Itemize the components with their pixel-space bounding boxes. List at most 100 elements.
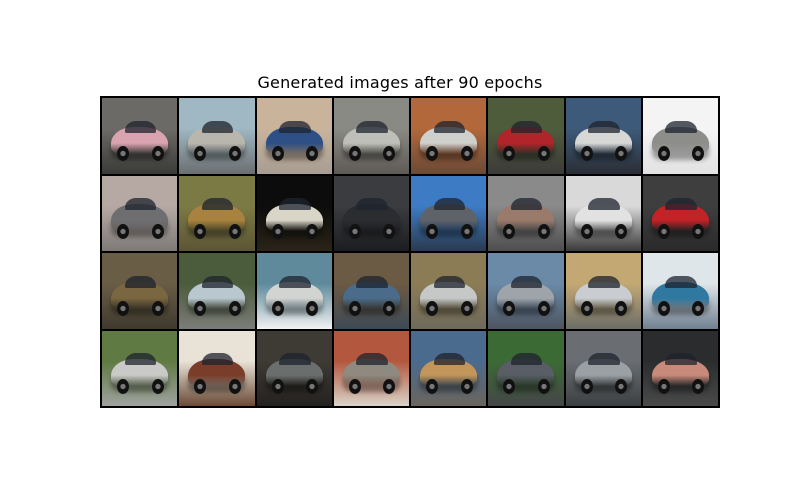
car-window	[356, 275, 388, 288]
car-wheel	[503, 223, 516, 239]
car-wheel	[271, 301, 284, 317]
car-wheel	[306, 301, 319, 317]
car-window	[279, 275, 311, 288]
generated-image-tile	[333, 98, 409, 174]
car-window	[124, 275, 157, 288]
car-window	[279, 198, 311, 211]
car-window	[356, 120, 388, 133]
generated-image-tile	[642, 253, 718, 329]
generated-image-tile	[488, 98, 564, 174]
generated-image-tile	[102, 253, 178, 329]
car-wheel	[537, 146, 550, 162]
generated-image-tile	[488, 330, 564, 406]
car-wheel	[306, 146, 319, 162]
generated-image-tile	[411, 98, 487, 174]
car-wheel	[692, 146, 705, 162]
car-window	[588, 353, 620, 366]
car-window	[279, 120, 311, 133]
car-wheel	[383, 146, 396, 162]
generated-image-tile	[179, 253, 255, 329]
car-wheel	[537, 223, 550, 239]
car-wheel	[692, 223, 705, 239]
car-window	[665, 275, 697, 288]
car-wheel	[151, 223, 164, 239]
generated-image-tile	[488, 175, 564, 251]
car-window	[356, 198, 388, 211]
car-wheel	[503, 378, 516, 394]
car-wheel	[228, 301, 241, 317]
car-window	[124, 353, 157, 366]
car-wheel	[194, 301, 207, 317]
generated-image-tile	[179, 330, 255, 406]
car-wheel	[615, 301, 628, 317]
generated-image-tile	[411, 253, 487, 329]
car-window	[510, 275, 543, 288]
car-wheel	[580, 378, 593, 394]
car-window	[588, 275, 620, 288]
generated-image-tile	[565, 330, 641, 406]
generated-image-tile	[102, 330, 178, 406]
car-wheel	[426, 223, 439, 239]
car-window	[665, 353, 697, 366]
car-wheel	[657, 301, 670, 317]
car-wheel	[460, 378, 473, 394]
car-window	[201, 353, 234, 366]
car-wheel	[426, 146, 439, 162]
car-window	[279, 353, 311, 366]
car-wheel	[194, 223, 207, 239]
generated-image-tile	[411, 175, 487, 251]
image-grid	[100, 96, 720, 408]
generated-image-tile	[256, 253, 332, 329]
car-wheel	[151, 378, 164, 394]
car-wheel	[117, 301, 130, 317]
car-wheel	[151, 301, 164, 317]
car-wheel	[460, 223, 473, 239]
car-wheel	[228, 223, 241, 239]
car-window	[433, 198, 466, 211]
car-window	[201, 120, 234, 133]
car-wheel	[117, 146, 130, 162]
car-wheel	[348, 378, 361, 394]
car-wheel	[692, 378, 705, 394]
generated-image-tile	[256, 330, 332, 406]
car-window	[124, 198, 157, 211]
car-window	[665, 120, 697, 133]
car-wheel	[348, 223, 361, 239]
generated-image-tile	[565, 175, 641, 251]
car-wheel	[271, 378, 284, 394]
generated-image-tile	[179, 175, 255, 251]
car-window	[665, 198, 697, 211]
car-wheel	[383, 223, 396, 239]
car-window	[510, 198, 543, 211]
car-wheel	[194, 378, 207, 394]
generated-image-tile	[642, 330, 718, 406]
car-wheel	[692, 301, 705, 317]
generated-image-tile	[333, 253, 409, 329]
car-wheel	[615, 146, 628, 162]
car-wheel	[580, 223, 593, 239]
car-wheel	[271, 223, 284, 239]
figure-title: Generated images after 90 epochs	[257, 73, 543, 92]
car-window	[433, 353, 466, 366]
car-window	[433, 120, 466, 133]
car-wheel	[194, 146, 207, 162]
car-wheel	[117, 378, 130, 394]
car-wheel	[657, 223, 670, 239]
generated-image-tile	[411, 330, 487, 406]
car-wheel	[460, 301, 473, 317]
car-wheel	[151, 146, 164, 162]
generated-image-tile	[102, 98, 178, 174]
car-wheel	[503, 146, 516, 162]
car-wheel	[503, 301, 516, 317]
car-window	[124, 120, 157, 133]
car-window	[433, 275, 466, 288]
car-wheel	[460, 146, 473, 162]
car-wheel	[117, 223, 130, 239]
generated-image-tile	[179, 98, 255, 174]
car-wheel	[271, 146, 284, 162]
car-wheel	[615, 223, 628, 239]
car-wheel	[228, 378, 241, 394]
car-wheel	[657, 146, 670, 162]
car-window	[510, 353, 543, 366]
car-wheel	[348, 301, 361, 317]
